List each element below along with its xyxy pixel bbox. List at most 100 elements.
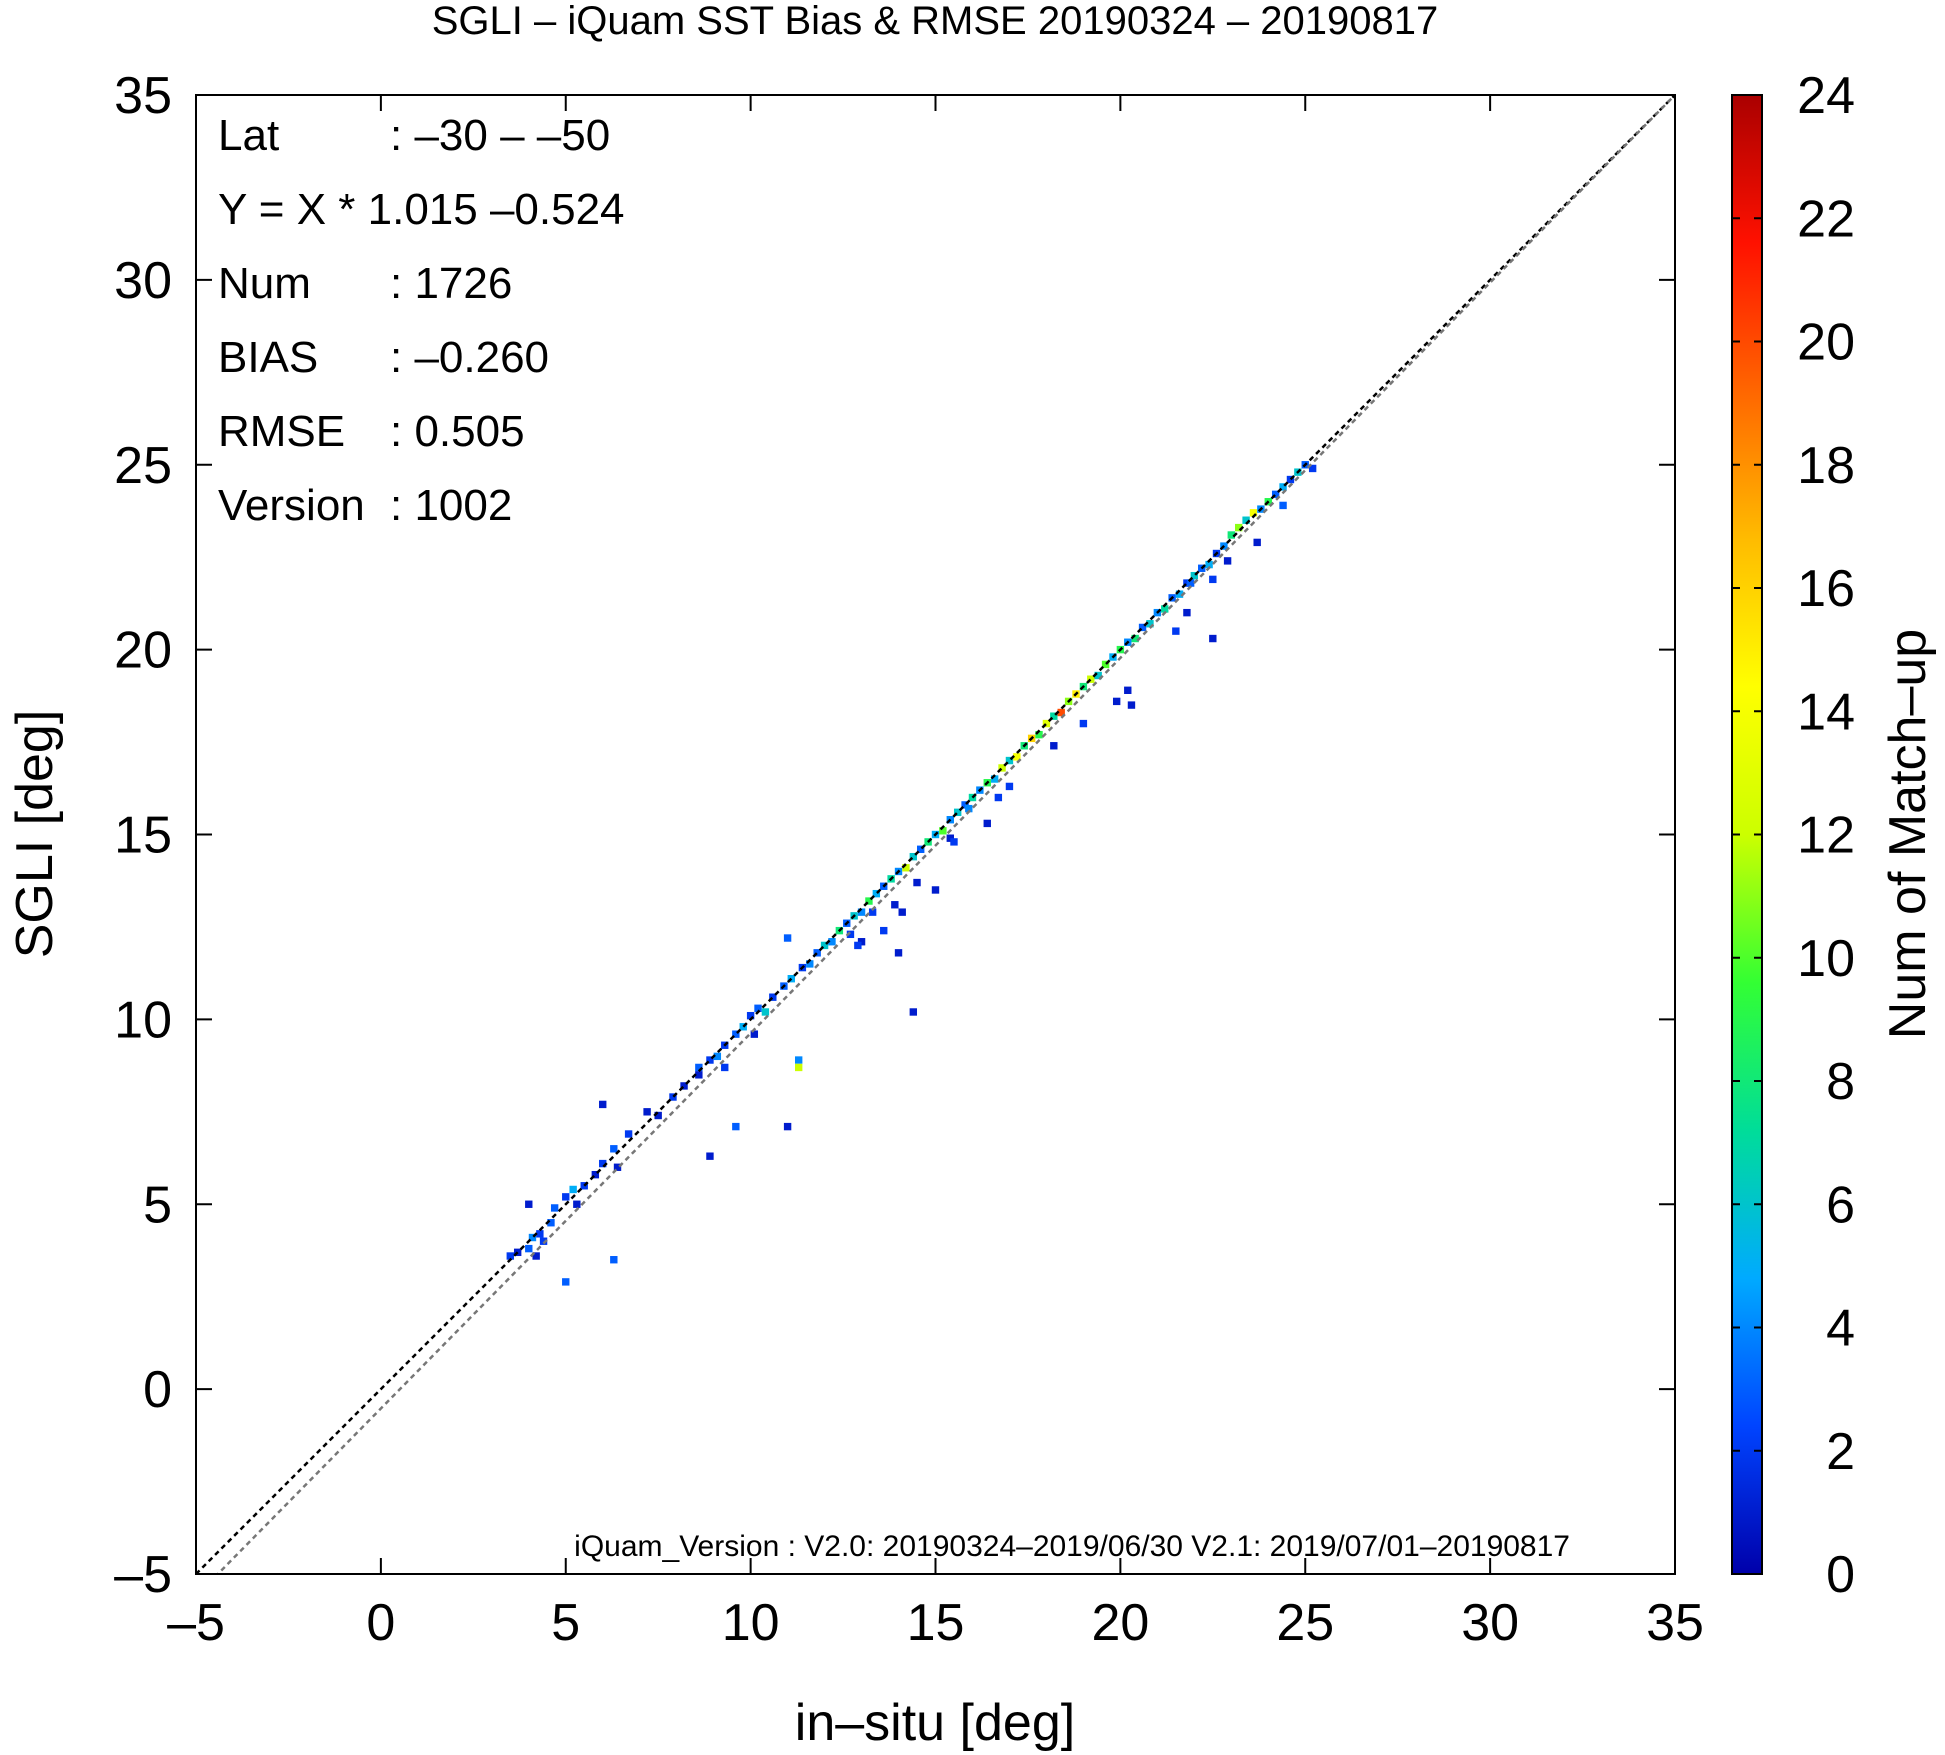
colorbar-tick-label: 14 [1797,683,1855,741]
stat-key: RMSE [218,407,345,456]
x-tick-label: 35 [1646,1594,1704,1652]
heatmap-cell [669,1093,677,1101]
stat-value: : –0.260 [390,333,549,382]
heatmap-cell [713,1052,722,1061]
heatmap-cell [1146,620,1154,628]
colorbar-tick-label: 20 [1797,314,1855,372]
heatmap-cell [539,1237,548,1245]
heatmap-cell [706,1056,714,1064]
heatmap-cell [1094,671,1102,680]
y-tick-label: 0 [143,1361,172,1419]
heatmap-cell [1087,675,1095,683]
heatmap-cell [1172,627,1180,635]
heatmap-cell [562,1278,570,1286]
heatmap-cell [1223,557,1232,565]
heatmap-cell [1242,516,1250,524]
heatmap-cell [1079,719,1088,728]
x-tick-label: 20 [1091,1594,1149,1652]
heatmap-cells [506,461,1317,1286]
heatmap-cell [1183,608,1191,617]
heatmap-cell [732,1122,740,1131]
heatmap-cell [550,1204,559,1212]
heatmap-cell [806,960,814,968]
colorbar-tick-label: 8 [1826,1053,1855,1111]
colorbar-tick-label: 12 [1797,807,1855,865]
heatmap-cell [1227,531,1235,539]
heatmap-cell [1005,782,1014,791]
heatmap-cell [953,808,962,817]
heatmap-cell [820,941,829,950]
heatmap-cell [909,852,918,861]
stat-value: : 1726 [390,259,512,308]
heatmap-cell [1112,697,1121,706]
heatmap-cell [1205,560,1213,569]
colorbar-tick-label: 4 [1826,1300,1855,1358]
heatmap-cell [983,819,991,828]
colorbar-tick-label: 6 [1826,1176,1855,1234]
heatmap-cell [783,1122,792,1131]
heatmap-cell [794,1063,803,1072]
x-axis-label: in–situ [deg] [795,1694,1075,1752]
heatmap-cell [1050,742,1058,750]
heatmap-cell [562,1193,570,1201]
y-tick-label: 25 [114,437,172,495]
heatmap-cell [1249,509,1258,517]
colorbar-tick-label: 2 [1826,1423,1855,1481]
heatmap-cell [1042,719,1051,728]
y-tick-label: 35 [114,67,172,125]
stat-value: : –30 – –50 [390,111,610,160]
y-tick-label: 10 [114,991,172,1049]
stat-value: : 1002 [390,481,512,530]
heatmap-cell [846,930,855,939]
heatmap-cell [794,1056,803,1064]
heatmap-cell [868,908,877,916]
heatmap-cell [813,949,821,957]
heatmap-cell [902,864,910,872]
one-to-one-line [196,95,1675,1574]
heatmap-cell [732,1030,740,1038]
heatmap-cell [624,1130,633,1138]
stat-key: Version [218,481,365,530]
heatmap-cell [536,1230,544,1238]
heatmap-cell [754,1004,762,1012]
heatmap-cell [1005,756,1014,765]
heatmap-cell [909,1008,918,1016]
colorbar-tick-label: 10 [1797,930,1855,988]
iquam-version-note: iQuam_Version : V2.0: 20190324–2019/06/3… [574,1530,1570,1563]
heatmap-cell [891,901,899,909]
heatmap-cell [828,938,836,946]
heatmap-cell [1101,660,1110,669]
x-tick-label: 25 [1276,1594,1334,1652]
heatmap-cell [528,1233,537,1242]
x-tick-label: 15 [907,1594,965,1652]
y-tick-label: 30 [114,252,172,310]
heatmap-cell [547,1219,555,1227]
colorbar-tick-label: 16 [1797,560,1855,618]
x-axis-ticks: –5 0 5 10 15 20 25 30 35 [167,95,1704,1652]
heatmap-cell [769,993,777,1001]
heatmap-cell [990,775,999,783]
colorbar-tick-label: 24 [1797,67,1855,125]
heatmap-cell [750,1030,759,1038]
heatmap-cell [939,827,947,835]
heatmap-cell [613,1163,622,1171]
heatmap-cell [695,1063,703,1072]
heatmap-cell [761,1008,770,1016]
heatmap-cell [573,1200,581,1208]
stat-key: Y = X * 1.015 –0.524 [218,185,625,234]
heatmap-cell [1013,753,1021,761]
heatmap-cell [1234,523,1243,532]
heatmap-cell [783,934,792,942]
heatmap-cell [695,1071,703,1079]
heatmap-cell [854,941,862,950]
heatmap-cell [1209,575,1217,584]
heatmap-cell [569,1185,577,1194]
heatmap-cell [857,908,866,916]
stat-key: BIAS [218,333,318,382]
heatmap-cell [654,1111,662,1120]
heatmap-cell [865,897,873,905]
heatmap-cell [610,1256,618,1264]
heatmap-cell [894,949,903,957]
heatmap-cell [599,1159,607,1168]
